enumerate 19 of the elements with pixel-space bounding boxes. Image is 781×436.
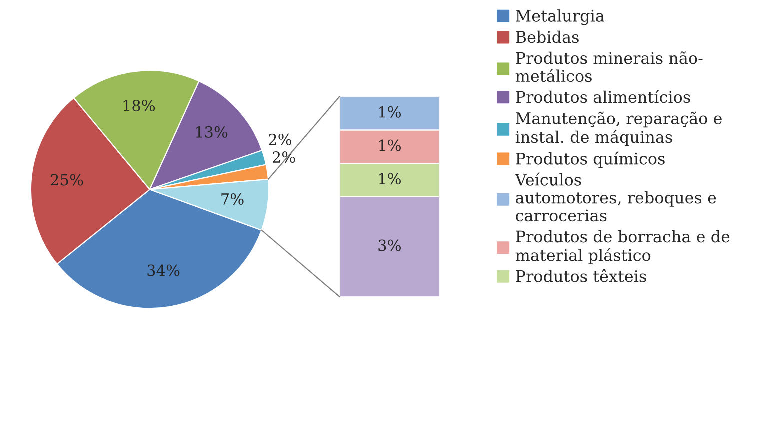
legend-label: Produtos químicos <box>516 152 665 168</box>
data-label: 25% <box>51 174 84 186</box>
legend-label: Produtos minerais não- metálicos <box>516 52 703 82</box>
data-label: 13% <box>196 126 228 138</box>
legend-label: Veículos automotores, reboques e carrocerias <box>515 172 716 222</box>
legend-label: Bebidas <box>516 30 579 44</box>
legend-label: Metalurgia <box>516 10 604 26</box>
data-label: 1% <box>379 106 401 118</box>
data-label: 1% <box>379 140 401 152</box>
legend-label: Produtos de borracha e de material plástico <box>516 230 730 264</box>
legend-label: Produtos têxteis <box>516 269 646 282</box>
data-label: 2% <box>269 134 292 146</box>
legend-label: Manutenção, reparação e instal. de máquinas <box>516 112 722 146</box>
data-label: 7% <box>222 193 244 205</box>
legend-label: Produtos alimentícios <box>516 90 690 104</box>
data-label: 34% <box>148 264 180 276</box>
data-label: 18% <box>124 100 156 112</box>
data-label: 3% <box>378 240 401 252</box>
data-label: 1% <box>379 173 401 185</box>
